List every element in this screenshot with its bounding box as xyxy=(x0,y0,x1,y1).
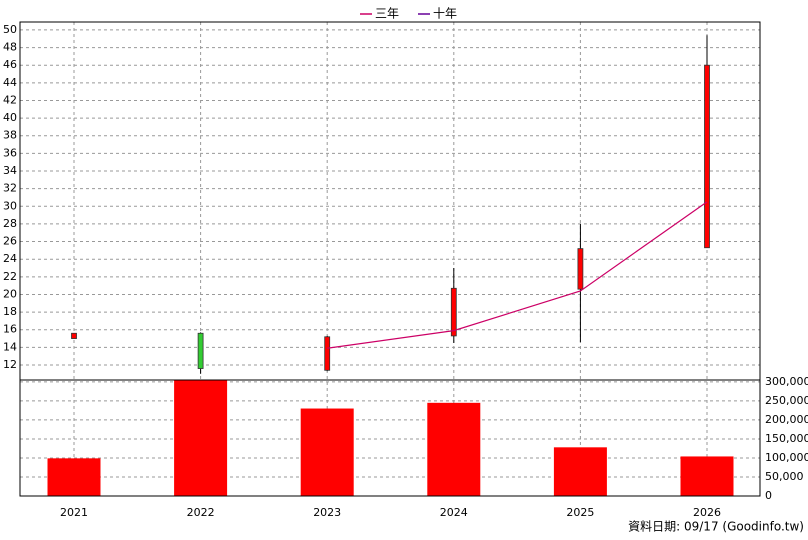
y-tick-label: 32 xyxy=(3,182,17,195)
y-tick-label: 50 xyxy=(3,23,17,36)
x-tick-label: 2023 xyxy=(313,506,341,519)
volume-bar xyxy=(300,408,354,496)
volume-bar xyxy=(47,458,101,496)
x-tick-label: 2022 xyxy=(187,506,215,519)
y2-tick-label: 250,000 xyxy=(765,394,808,407)
legend-label: 三年 xyxy=(375,7,399,21)
y2-tick-label: 100,000 xyxy=(765,451,808,464)
candle-body xyxy=(577,248,584,290)
footer: 資料日期: 09/17 (Goodinfo.tw) xyxy=(628,520,804,534)
y-tick-label: 48 xyxy=(3,41,17,54)
candle-body xyxy=(324,336,331,371)
x-tick-label: 2026 xyxy=(693,506,721,519)
y-tick-label: 22 xyxy=(3,270,17,283)
y-tick-label: 14 xyxy=(3,340,17,353)
y-tick-label: 30 xyxy=(3,199,17,212)
y2-tick-label: 50,000 xyxy=(765,470,804,483)
y-tick-label: 40 xyxy=(3,111,17,124)
y-tick-label: 18 xyxy=(3,305,17,318)
y-tick-label: 36 xyxy=(3,146,17,159)
x-tick-label: 2024 xyxy=(440,506,468,519)
volume-bar xyxy=(553,447,607,496)
y2-tick-label: 150,000 xyxy=(765,432,808,445)
y-tick-label: 24 xyxy=(3,252,17,265)
candle-body xyxy=(450,287,457,337)
y2-tick-label: 200,000 xyxy=(765,413,808,426)
legend-label: 十年 xyxy=(433,7,457,21)
y-tick-label: 46 xyxy=(3,58,17,71)
candle-body xyxy=(71,332,77,339)
y-tick-label: 34 xyxy=(3,164,17,177)
y-tick-label: 16 xyxy=(3,323,17,336)
ma-line xyxy=(327,201,708,349)
y-tick-label: 26 xyxy=(3,235,17,248)
y-tick-label: 38 xyxy=(3,129,17,142)
y-tick-label: 12 xyxy=(3,358,17,371)
y-tick-label: 20 xyxy=(3,287,17,300)
y2-tick-label: 300,000 xyxy=(765,375,808,388)
x-tick-label: 2025 xyxy=(566,506,594,519)
x-tick-label: 2021 xyxy=(60,506,88,519)
y2-tick-label: 0 xyxy=(765,489,772,502)
volume-bar xyxy=(174,380,228,496)
candle-body xyxy=(197,332,204,369)
y-tick-label: 44 xyxy=(3,76,17,89)
y-tick-label: 42 xyxy=(3,93,17,106)
plot-frame xyxy=(19,21,761,497)
volume-bar xyxy=(680,456,734,496)
volume-bar xyxy=(427,402,481,496)
y-tick-label: 28 xyxy=(3,217,17,230)
candle-body xyxy=(704,64,710,249)
